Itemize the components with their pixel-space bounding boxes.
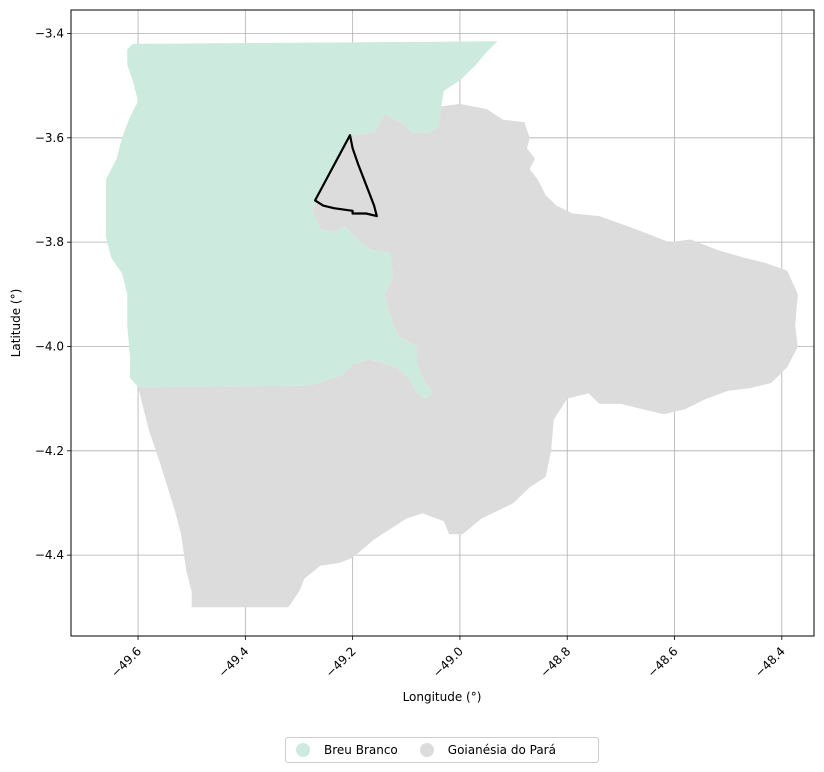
y-tick-label: −3.4: [35, 26, 64, 40]
region-layer: [105, 41, 798, 608]
outline-layer: [314, 134, 378, 218]
legend-marker-goianesia-do-para: [419, 743, 434, 757]
legend: Breu Branco Goianésia do Pará: [285, 737, 599, 763]
y-axis-title: Latitude (°): [9, 289, 23, 358]
plot-frame: [70, 9, 815, 637]
legend-marker-breu-branco: [296, 743, 310, 757]
x-tick-label: −49.4: [216, 644, 252, 680]
x-tick-label: −48.4: [752, 644, 788, 680]
y-tick-label: −4.2: [35, 444, 64, 458]
legend-item-goianesia-do-para: Goianésia do Pará: [419, 743, 556, 757]
y-tick-label: −4.4: [35, 548, 64, 562]
x-axis-title: Longitude (°): [403, 690, 482, 704]
y-tick-label: −3.8: [35, 235, 64, 249]
x-tick-label: −49.6: [108, 644, 144, 680]
y-tick-label: −3.6: [35, 131, 64, 145]
x-tick-label: −48.8: [537, 644, 573, 680]
y-axis-ticks: −3.4 −3.6 −3.8 −4.0 −4.2 −4.4: [35, 26, 71, 562]
boundary-outline: [314, 134, 378, 218]
y-tick-label: −4.0: [35, 339, 64, 353]
region-breu-branco: [105, 41, 498, 399]
x-tick-label: −49.0: [430, 644, 466, 680]
x-tick-label: −49.2: [323, 644, 359, 680]
x-tick-label: −48.6: [645, 644, 681, 680]
region-goianesia-do-para: [138, 103, 798, 608]
legend-label-goianesia-do-para: Goianésia do Pará: [447, 743, 556, 757]
legend-label-breu-branco: Breu Branco: [324, 743, 398, 757]
legend-item-breu-branco: Breu Branco: [296, 743, 398, 757]
x-axis-ticks: −49.6 −49.4 −49.2 −49.0 −48.8 −48.6 −48.4: [108, 636, 788, 680]
